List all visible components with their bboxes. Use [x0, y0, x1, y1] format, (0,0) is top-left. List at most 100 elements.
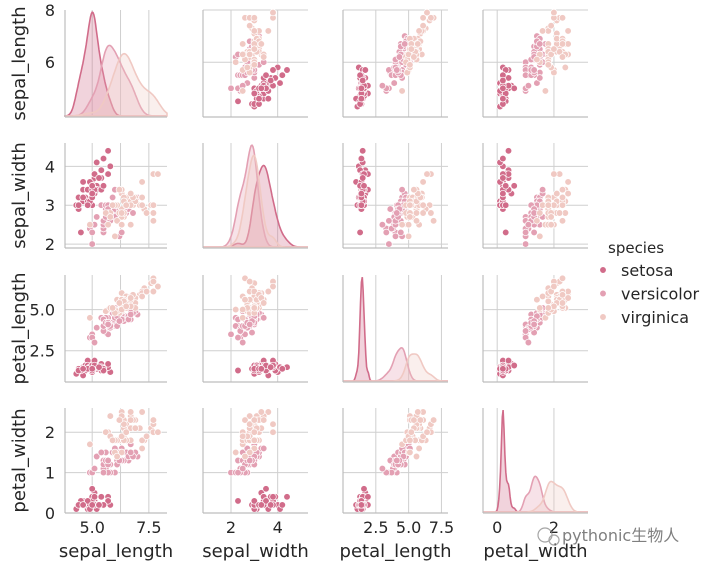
scatter-point-versicolor [127, 448, 135, 457]
y-tick-label-petal_length: 5.0 [30, 301, 55, 320]
scatter-point-versicolor [524, 338, 533, 347]
y-tick-label-sepal_width: 4 [45, 157, 55, 176]
scatter-point-virginica [149, 217, 158, 225]
scatter-point-virginica [257, 408, 265, 416]
scatter-point-setosa [283, 66, 291, 74]
scatter-point-setosa [499, 189, 507, 198]
scatter-point-setosa [359, 76, 367, 85]
panel-petal_length-vs-sepal_length [64, 274, 167, 383]
scatter-point-setosa [104, 497, 112, 505]
scatter-point-setosa [359, 174, 367, 182]
scatter-point-virginica [264, 27, 272, 35]
y-tick-label-sepal_length: 6 [45, 53, 55, 72]
panel-petal_width-vs-sepal_length [64, 408, 167, 514]
scatter-point-virginica [86, 440, 94, 448]
scatter-point-versicolor [234, 333, 242, 342]
panel-sepal_length-vs-petal_length [342, 8, 448, 118]
y-tick-label-sepal_length: 8 [45, 1, 55, 20]
scatter-point-setosa [269, 66, 277, 74]
scatter-point-virginica [246, 420, 254, 428]
scatter-point-setosa [104, 170, 112, 178]
scatter-point-setosa [99, 154, 108, 163]
scatter-point-versicolor [104, 456, 112, 465]
scatter-point-virginica [120, 420, 128, 428]
scatter-point-setosa [95, 501, 103, 509]
scatter-point-virginica [257, 40, 265, 48]
scatter-point-virginica [555, 209, 564, 217]
x-tick-label-petal_width: 2 [549, 518, 559, 537]
watermark: pythonic生物人 [537, 526, 679, 546]
scatter-point-virginica [154, 170, 162, 178]
scatter-point-setosa [361, 66, 369, 74]
scatter-point-setosa [357, 501, 366, 509]
scatter-point-versicolor [90, 338, 99, 347]
scatter-point-versicolor [378, 221, 387, 229]
scatter-point-virginica [149, 416, 158, 424]
scatter-point-virginica [111, 232, 119, 240]
scatter-point-virginica [406, 213, 414, 221]
scatter-point-versicolor [378, 464, 387, 473]
scatter-point-virginica [269, 282, 277, 291]
scatter-point-virginica [250, 436, 258, 444]
scatter-point-virginica [544, 297, 552, 305]
scatter-point-virginica [149, 287, 158, 296]
scatter-point-virginica [550, 170, 558, 178]
scatter-point-setosa [99, 182, 108, 190]
scatter-point-setosa [357, 95, 366, 103]
scatter-point-versicolor [246, 456, 254, 465]
scatter-point-setosa [499, 95, 507, 103]
scatter-point-setosa [262, 485, 270, 493]
scatter-point-virginica [149, 201, 158, 209]
scatter-point-virginica [429, 416, 438, 424]
scatter-point-virginica [547, 213, 555, 221]
scatter-point-virginica [239, 50, 247, 59]
y-tick-label-petal_width: 1 [45, 464, 55, 483]
scatter-point-virginica [260, 416, 268, 424]
scatter-point-virginica [115, 299, 124, 307]
scatter-point-virginica [113, 217, 121, 225]
scatter-point-setosa [356, 228, 364, 237]
scatter-point-setosa [90, 493, 99, 501]
scatter-point-virginica [414, 40, 422, 48]
scatter-point-versicolor [88, 228, 96, 237]
kde-curve-virginica [203, 154, 308, 248]
scatter-point-versicolor [246, 320, 254, 329]
scatter-point-versicolor [97, 448, 105, 457]
x-tick-label-sepal_length: 7.5 [136, 518, 161, 537]
scatter-point-setosa [95, 363, 103, 371]
scatter-point-virginica [410, 416, 418, 424]
y-tick-label-petal_width: 2 [45, 423, 55, 442]
scatter-point-virginica [246, 412, 254, 420]
scatter-point-virginica [127, 408, 135, 416]
scatter-point-virginica [232, 305, 240, 314]
scatter-point-setosa [88, 189, 96, 198]
scatter-point-versicolor [93, 324, 101, 332]
panel-sepal_width-vs-petal_width [482, 143, 588, 249]
scatter-point-virginica [138, 408, 146, 416]
scatter-point-virginica [406, 436, 414, 444]
scatter-point-virginica [86, 314, 94, 322]
x-axis-label-sepal_width: sepal_width [202, 541, 309, 562]
panel-sepal_width-vs-sepal_width [202, 143, 308, 249]
scatter-point-setosa [502, 228, 510, 237]
scatter-point-setosa [79, 365, 87, 373]
x-tick-label-petal_width: 0 [492, 518, 502, 537]
scatter-point-virginica [241, 416, 249, 424]
scatter-point-virginica [239, 40, 247, 48]
scatter-point-versicolor [118, 228, 126, 237]
scatter-point-virginica [558, 291, 567, 299]
scatter-point-versicolor [90, 464, 99, 473]
scatter-point-versicolor [248, 328, 256, 337]
scatter-point-setosa [79, 178, 87, 186]
scatter-point-virginica [142, 432, 151, 440]
scatter-point-virginica [149, 277, 158, 286]
scatter-point-setosa [504, 147, 513, 155]
scatter-point-virginica [127, 416, 135, 424]
scatter-point-setosa [97, 493, 105, 501]
scatter-point-virginica [553, 189, 561, 198]
scatter-point-setosa [359, 147, 367, 155]
scatter-point-setosa [499, 76, 507, 85]
scatter-point-versicolor [401, 40, 409, 48]
scatter-point-versicolor [530, 66, 538, 74]
scatter-point-virginica [102, 428, 110, 436]
